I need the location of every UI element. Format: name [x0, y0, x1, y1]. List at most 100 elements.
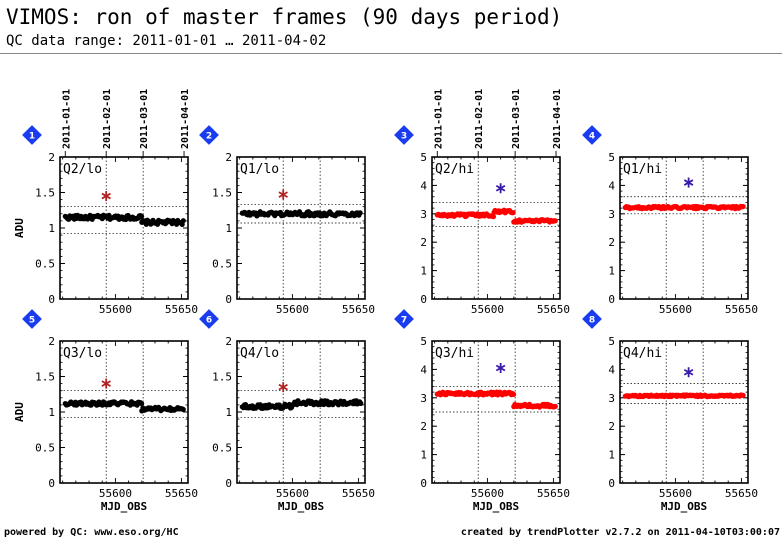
panel-badge: 1	[22, 125, 42, 145]
plot-frame	[236, 340, 366, 484]
y-tick-label: 0	[225, 293, 232, 306]
data-range-subtitle: QC data range: 2011-01-01 … 2011-04-02	[6, 33, 327, 49]
y-tick-label: 0	[420, 293, 427, 306]
reference-point	[495, 183, 506, 194]
chart-panel-1: 0 0.5 1 1.5 2 55600 55650 Q2/lo 1 ADU 2011-01-01 20…	[13, 89, 198, 316]
x-axis-label: MJD_OBS	[661, 500, 707, 513]
y-tick-label: 0.5	[212, 442, 232, 455]
plot-frame	[59, 156, 189, 300]
top-date-label: 2011-01-01	[61, 89, 72, 149]
panel-label: Q3/hi	[435, 346, 474, 361]
x-tick-label: 55600	[659, 303, 692, 316]
plot-frame	[619, 156, 749, 300]
data-point	[510, 391, 517, 397]
y-tick-label: 0.5	[212, 258, 232, 271]
data-point	[552, 218, 558, 224]
reference-point-stroke	[278, 383, 288, 391]
badge-number: 7	[401, 316, 407, 326]
reference-point-stroke	[683, 368, 694, 376]
data-point	[180, 406, 186, 413]
y-tick-label: 2	[48, 335, 55, 348]
y-tick-label: 4	[420, 363, 427, 376]
y-tick-label: 1	[48, 406, 55, 419]
panel-badge: 3	[394, 125, 414, 145]
data-point	[180, 218, 186, 224]
chart-panel-2: 0 0.5 1 1.5 2 55600 55650 Q1/lo 2	[199, 125, 375, 316]
x-tick-label: 55650	[537, 487, 570, 500]
y-axis-label: ADU	[13, 402, 26, 422]
x-tick-label: 55650	[537, 303, 570, 316]
chart-panel-5: 0 0.5 1 1.5 2 55600 55650 Q3/lo 5 ADU MJD_OBS	[13, 309, 198, 513]
y-tick-label: 0	[420, 477, 427, 490]
data-point	[510, 210, 516, 216]
data-point	[139, 401, 145, 407]
footer-powered-by: powered by QC: www.eso.org/HC	[4, 527, 179, 538]
x-tick-label: 55600	[471, 303, 504, 316]
x-tick-label: 55650	[165, 303, 198, 316]
badge-diamond	[22, 309, 42, 329]
x-tick-label: 55650	[342, 303, 375, 316]
x-tick-label: 55600	[471, 487, 504, 500]
page-title: VIMOS: ron of master frames (90 days per…	[6, 5, 563, 29]
y-tick-label: 5	[420, 335, 427, 348]
y-tick-label: 2	[608, 420, 615, 433]
badge-number: 3	[401, 132, 407, 142]
y-axis-label: ADU	[13, 218, 26, 238]
x-tick-label: 55600	[276, 303, 309, 316]
panel-label: Q3/lo	[63, 346, 102, 361]
y-tick-label: 1	[608, 265, 615, 278]
footer-created-by: created by trendPlotter v2.7.2 on 2011-0…	[460, 527, 780, 538]
y-tick-label: 0.5	[35, 258, 55, 271]
badge-number: 4	[589, 132, 595, 142]
title-divider	[0, 53, 782, 54]
top-date-label: 2011-03-01	[139, 89, 150, 149]
y-tick-label: 0	[608, 477, 615, 490]
badge-diamond	[394, 309, 414, 329]
reference-point-stroke	[101, 192, 111, 200]
panel-badge: 2	[199, 125, 219, 145]
panel-badge: 4	[582, 125, 602, 145]
y-tick-label: 0	[608, 293, 615, 306]
y-tick-label: 4	[608, 363, 615, 376]
reference-point-stroke	[101, 380, 111, 387]
y-tick-label: 1.5	[212, 187, 232, 200]
panel-badge: 8	[582, 309, 602, 329]
top-date-label: 2011-04-01	[180, 89, 191, 149]
y-tick-label: 1	[608, 449, 615, 462]
plot-frame	[236, 156, 366, 300]
y-tick-label: 3	[608, 208, 615, 221]
x-tick-label: 55600	[99, 487, 132, 500]
chart-panel-3: 0 1 2 3 4 5 55600 55650 Q2/hi 3 2011-01-01 2011-02-…	[394, 89, 570, 316]
chart-panel-4: 0 1 2 3 4 5 55600 55650 Q1/hi 4	[582, 125, 758, 316]
x-tick-label: 55650	[165, 487, 198, 500]
y-tick-label: 2	[48, 151, 55, 164]
badge-number: 1	[29, 132, 35, 142]
y-tick-label: 2	[225, 151, 232, 164]
y-tick-label: 2	[225, 335, 232, 348]
y-tick-label: 2	[420, 420, 427, 433]
panel-label: Q2/lo	[63, 162, 102, 177]
x-axis-label: MJD_OBS	[278, 500, 324, 513]
x-axis-label: MJD_OBS	[473, 500, 519, 513]
panel-label: Q4/hi	[623, 346, 662, 361]
reference-point-stroke	[495, 364, 506, 372]
reference-point	[683, 177, 694, 188]
data-point	[490, 214, 496, 220]
badge-diamond	[199, 309, 219, 329]
y-tick-label: 1	[225, 222, 232, 235]
reference-point	[495, 362, 506, 373]
reference-point	[278, 382, 288, 393]
y-tick-label: 1.5	[212, 371, 232, 384]
y-tick-label: 0	[48, 293, 55, 306]
top-date-label: 2011-04-01	[552, 89, 563, 149]
y-tick-label: 4	[420, 179, 427, 192]
panel-label: Q1/hi	[623, 162, 662, 177]
reference-point-stroke	[495, 184, 506, 192]
x-tick-label: 55600	[659, 487, 692, 500]
y-tick-label: 4	[608, 179, 615, 192]
data-point	[357, 210, 363, 216]
y-tick-label: 5	[608, 151, 615, 164]
x-tick-label: 55650	[342, 487, 375, 500]
top-date-label: 2011-01-01	[433, 89, 444, 149]
